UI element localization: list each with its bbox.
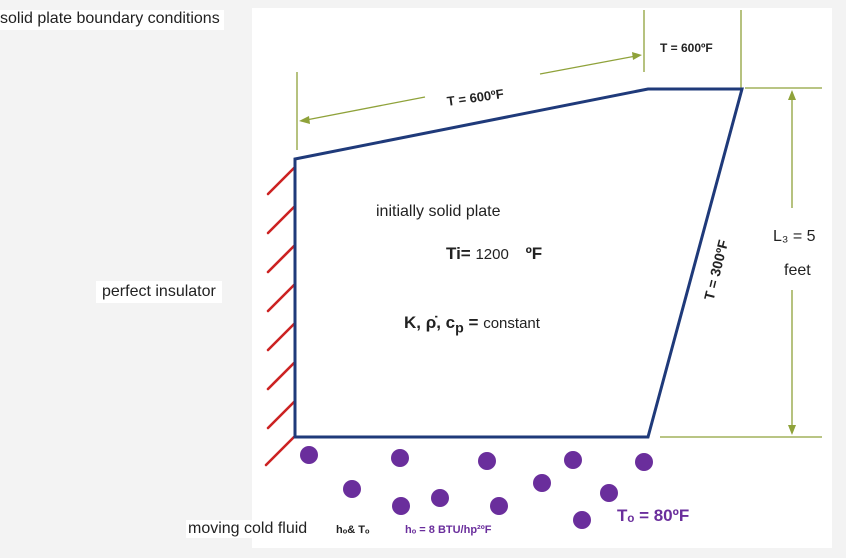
arrowhead-left (299, 116, 310, 124)
dimension-lines (296, 10, 822, 438)
fluid-particle (392, 497, 410, 515)
fluid-particle (533, 474, 551, 492)
initial-temperature-value: 1200 (475, 246, 509, 263)
initial-temperature-unit: ºF (525, 244, 543, 263)
drawing-area (252, 8, 832, 548)
fluid-particle (391, 449, 409, 467)
height-dimension-unit: feet (776, 260, 819, 282)
arrowhead-up (788, 90, 796, 100)
arrowhead-down (788, 425, 796, 435)
fluid-particle (564, 451, 582, 469)
initial-temperature-label: Ti= (446, 244, 471, 263)
fluid-temperature: Tₒ = 80ºF (617, 506, 690, 525)
fluid-label: moving cold fluid (186, 520, 310, 538)
fluid-particle (343, 480, 361, 498)
properties-subscript: p (455, 320, 464, 337)
fluid-particle (635, 453, 653, 471)
properties-value: constant (483, 315, 540, 332)
fluid-particle (300, 446, 318, 464)
fluid-particle (478, 452, 496, 470)
fluid-particles (300, 446, 653, 529)
properties-equals: = (468, 313, 479, 332)
fluid-coefficient-value: hₒ = 8 BTU/hp²ºF (405, 524, 492, 536)
fluid-coefficient-symbols: hₒ& Tₒ (336, 524, 370, 536)
top-left-dimension-b (539, 55, 637, 75)
insulator-hatching (264, 166, 296, 467)
initial-state-label: initially solid plate (372, 203, 509, 223)
initial-temperature: Ti= 1200 ºF (446, 244, 542, 264)
properties-symbols: K, ρ̇, c (404, 313, 456, 332)
top-right-temperature: T = 600ºF (660, 41, 713, 55)
arrowhead-right (632, 52, 642, 60)
fluid-particle (490, 497, 508, 515)
dimension-arrowheads (299, 52, 796, 435)
height-dimension-label: L₃ = 5 (765, 226, 824, 248)
material-properties: K, ρ̇, cp = constant (400, 313, 562, 339)
fluid-particle (573, 511, 591, 529)
top-left-dimension-a (300, 96, 426, 122)
insulator-label: perfect insulator (96, 281, 222, 303)
fluid-particle (431, 489, 449, 507)
diagram-title: solid plate boundary conditions (0, 10, 224, 30)
fluid-particle (600, 484, 618, 502)
plate-outline (293, 87, 744, 439)
